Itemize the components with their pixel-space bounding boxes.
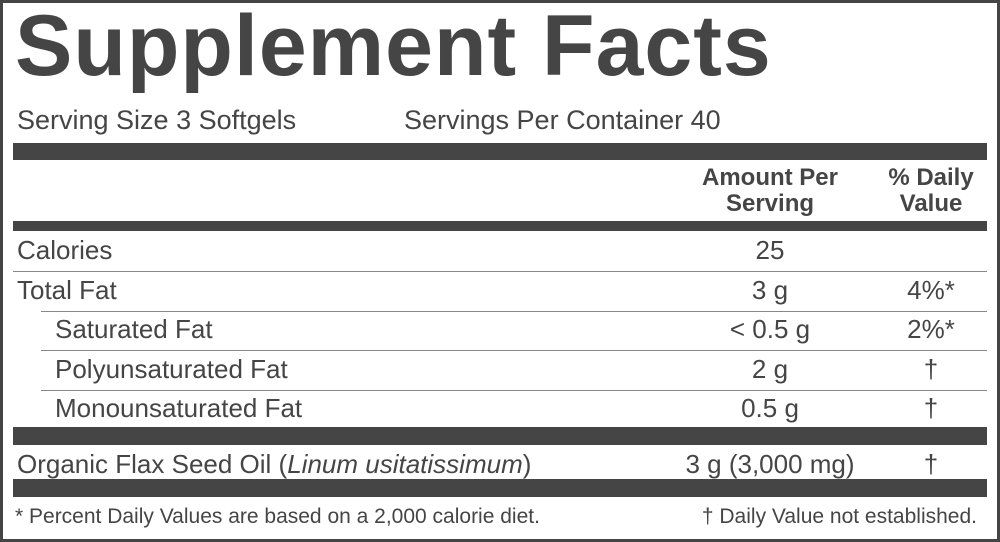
row-rule	[41, 350, 987, 351]
nutrient-amount: 0.5 g	[741, 393, 799, 423]
ingredient-dv: †	[923, 449, 939, 479]
title: Supplement Facts	[15, 0, 772, 94]
nutrient-name: Monounsaturated Fat	[55, 393, 303, 423]
column-header: Amount Per Serving	[701, 164, 838, 217]
thick-bar	[13, 143, 987, 160]
servings-per-container: Servings Per Container 40	[404, 105, 721, 135]
nutrient-dv: 4%*	[907, 274, 955, 305]
nutrient-dv: 2%*	[907, 314, 955, 344]
nutrient-dv: †	[923, 393, 939, 423]
ingredient-amount: 3 g (3,000 mg)	[685, 449, 855, 479]
ingredient-prefix: Organic Flax Seed Oil (	[17, 449, 288, 479]
nutrient-name: Polyunsaturated Fat	[55, 353, 288, 384]
footnote: † Daily Value not established.	[701, 505, 977, 528]
nutrient-amount: 2 g	[751, 353, 789, 384]
thick-bar	[13, 427, 987, 445]
thick-bar	[13, 479, 987, 497]
nutrient-name: Calories	[17, 235, 113, 265]
row-rule	[13, 271, 987, 272]
thick-bar	[13, 221, 987, 231]
nutrient-amount: < 0.5 g	[729, 314, 811, 344]
nutrient-amount: 3 g	[751, 274, 789, 305]
serving-size: Serving Size 3 Softgels	[17, 105, 297, 135]
column-header: % Daily Value	[888, 164, 974, 217]
ingredient-name: Organic Flax Seed Oil (Linum usitatissim…	[17, 449, 531, 480]
nutrient-name: Total Fat	[17, 274, 117, 305]
ingredient-suffix: )	[522, 449, 532, 479]
footnote: * Percent Daily Values are based on a 2,…	[15, 505, 540, 528]
nutrient-name: Saturated Fat	[55, 314, 213, 344]
row-rule	[41, 310, 987, 312]
nutrient-dv: †	[923, 353, 939, 384]
ingredient-latin: Linum usitatissimum	[287, 449, 523, 479]
nutrient-amount: 25	[755, 235, 785, 265]
row-rule	[41, 389, 987, 391]
